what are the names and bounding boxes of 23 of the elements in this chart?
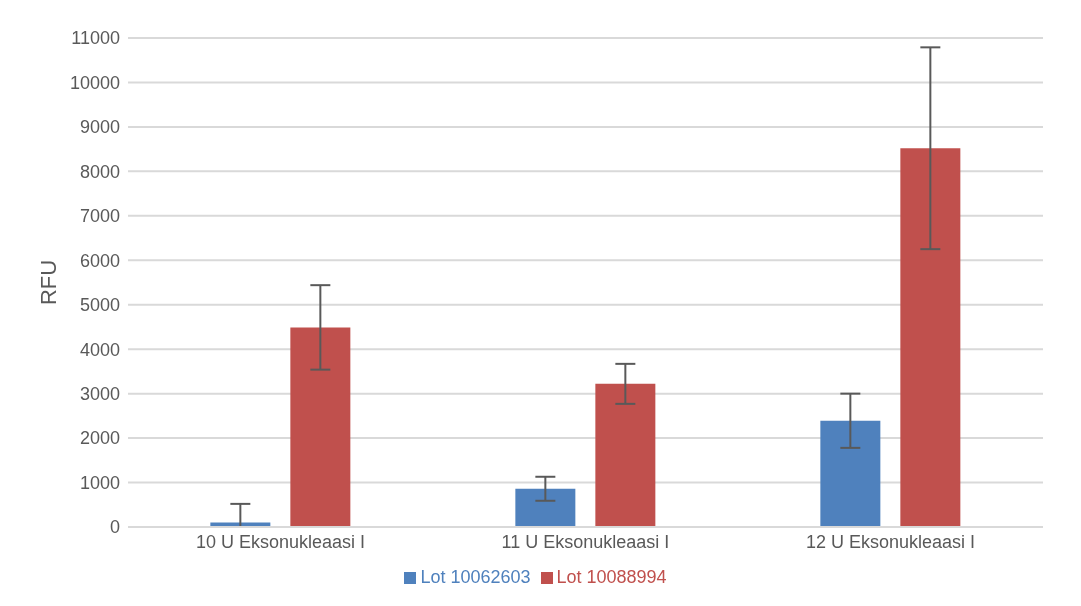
y-tick-label: 7000 xyxy=(79,206,120,227)
bar xyxy=(515,488,576,527)
y-tick-label: 6000 xyxy=(79,250,120,271)
y-tick-label: 2000 xyxy=(79,428,120,449)
y-tick-label: 9000 xyxy=(79,117,120,138)
y-tick-label: 0 xyxy=(109,517,120,538)
legend-label: Lot 10062603 xyxy=(420,567,531,587)
y-tick-label: 10000 xyxy=(69,72,120,93)
y-tick-label: 3000 xyxy=(79,384,120,405)
x-tick-label: 12 U Eksonukleaasi I xyxy=(805,531,976,552)
x-tick-label: 10 U Eksonukleaasi I xyxy=(195,531,366,552)
bar xyxy=(900,148,961,527)
bar xyxy=(820,420,881,527)
y-tick-label: 5000 xyxy=(79,295,120,316)
bar xyxy=(290,327,351,527)
x-tick-label: 11 U Eksonukleaasi I xyxy=(501,531,670,552)
y-tick-label: 11000 xyxy=(71,28,120,49)
legend-label: Lot 10088994 xyxy=(556,567,667,587)
y-tick-label: 1000 xyxy=(79,472,120,493)
y-tick-label: 8000 xyxy=(79,161,120,182)
y-tick-label: 4000 xyxy=(79,339,120,360)
y-axis-title: RFU xyxy=(35,259,61,306)
bar xyxy=(595,383,656,527)
